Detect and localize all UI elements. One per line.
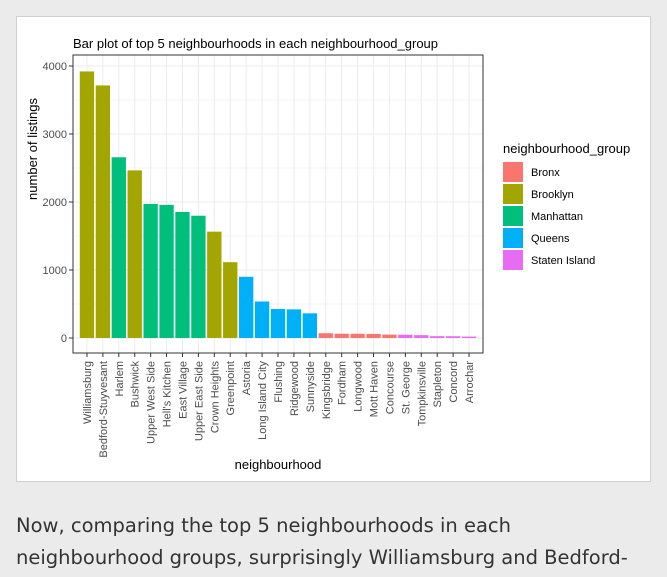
x-tick-label: Flushing (273, 361, 285, 403)
bars (79, 71, 477, 338)
figure-card: Bar plot of top 5 neighbourhoods in each… (16, 16, 651, 482)
x-axis-label: neighbourhood (235, 457, 322, 472)
bar-mott-haven (366, 333, 381, 338)
y-axis: 0 1000 2000 3000 4000 (43, 61, 73, 345)
bar-stapleton (430, 336, 445, 338)
x-tick-label: Longwood (353, 361, 365, 412)
legend-title: neighbourhood_group (503, 141, 630, 156)
legend-key-staten-island (503, 250, 523, 270)
x-tick-label: Ridgewood (289, 361, 301, 416)
bar-tompkinsville (414, 335, 429, 338)
x-tick-label: Arrochar (464, 361, 476, 404)
bar-long-island-city (254, 301, 270, 338)
x-tick-label: Concourse (384, 361, 396, 414)
legend-label: Brooklyn (531, 189, 574, 201)
legend: neighbourhood_group Bronx Brooklyn Manhatt… (503, 141, 630, 270)
x-tick-label: Upper West Side (146, 361, 158, 444)
x-tick-label: Crown Heights (209, 361, 221, 434)
legend-label: Staten Island (531, 255, 595, 267)
y-tick-label: 0 (61, 333, 67, 345)
bar-arrochar (461, 336, 477, 338)
y-tick-label: 3000 (43, 129, 67, 141)
y-tick-label: 1000 (43, 265, 67, 277)
bar-flushing (270, 309, 286, 338)
bar-astoria (238, 276, 254, 338)
legend-key-bronx (503, 162, 523, 182)
legend-key-manhattan (503, 206, 523, 226)
x-tick-label: Fordham (337, 361, 349, 405)
x-tick-label: Williamsburg (82, 361, 94, 424)
x-tick-label: Hell's Kitchen (162, 361, 174, 427)
bar-east-village (175, 211, 190, 338)
bar-upper-east-side (191, 215, 206, 338)
x-tick-label: Mott Haven (369, 361, 381, 417)
x-tick-label: Bedford-Stuyvesant (98, 361, 110, 458)
x-tick-label: Greenpoint (225, 361, 237, 415)
legend-label: Bronx (531, 167, 560, 179)
x-tick-label: Kingsbridge (321, 361, 333, 419)
x-tick-label: Sunnyside (305, 361, 317, 412)
bar-chart: Bar plot of top 5 neighbourhoods in each… (25, 36, 630, 472)
legend-key-brooklyn (503, 184, 523, 204)
bar-ridgewood (286, 309, 302, 338)
bar-kingsbridge (318, 333, 333, 338)
bar-hell-s-kitchen (159, 204, 174, 338)
x-tick-label: Tompkinsville (416, 361, 428, 426)
x-tick-label: Bushwick (130, 361, 142, 408)
bar-greenpoint (223, 262, 238, 338)
x-axis: Williamsburg Bedford-Stuyvesant Harlem Bush… (82, 353, 476, 458)
bar-st-george (398, 334, 413, 338)
bar-concord (445, 336, 461, 338)
legend-key-queens (503, 228, 523, 248)
x-tick-label: Astoria (241, 360, 253, 395)
x-tick-label: St. George (400, 361, 412, 414)
x-tick-label: East Village (177, 361, 189, 419)
x-tick-label: Upper East Side (193, 361, 205, 441)
caption-text: Now, comparing the top 5 neighbourhoods … (16, 514, 628, 569)
y-axis-label: number of listings (25, 98, 40, 200)
bar-crown-heights (207, 231, 222, 338)
bar-harlem (111, 157, 126, 338)
legend-label: Manhattan (531, 211, 583, 223)
x-tick-label: Stapleton (432, 361, 444, 407)
x-tick-label: Concord (448, 361, 460, 403)
x-tick-label: Harlem (114, 361, 126, 396)
bar-longwood (350, 333, 365, 338)
y-tick-label: 2000 (43, 197, 67, 209)
bar-bushwick (127, 170, 142, 338)
bar-concourse (382, 334, 397, 338)
x-tick-label: Long Island City (257, 361, 269, 440)
bar-fordham (334, 333, 349, 338)
y-tick-label: 4000 (43, 61, 67, 73)
bar-williamsburg (79, 71, 95, 338)
bar-bedford-stuyvesant (95, 85, 111, 338)
legend-label: Queens (531, 233, 570, 245)
bar-sunnyside (302, 313, 318, 338)
bar-upper-west-side (143, 203, 158, 338)
chart-title: Bar plot of top 5 neighbourhoods in each… (73, 36, 438, 51)
